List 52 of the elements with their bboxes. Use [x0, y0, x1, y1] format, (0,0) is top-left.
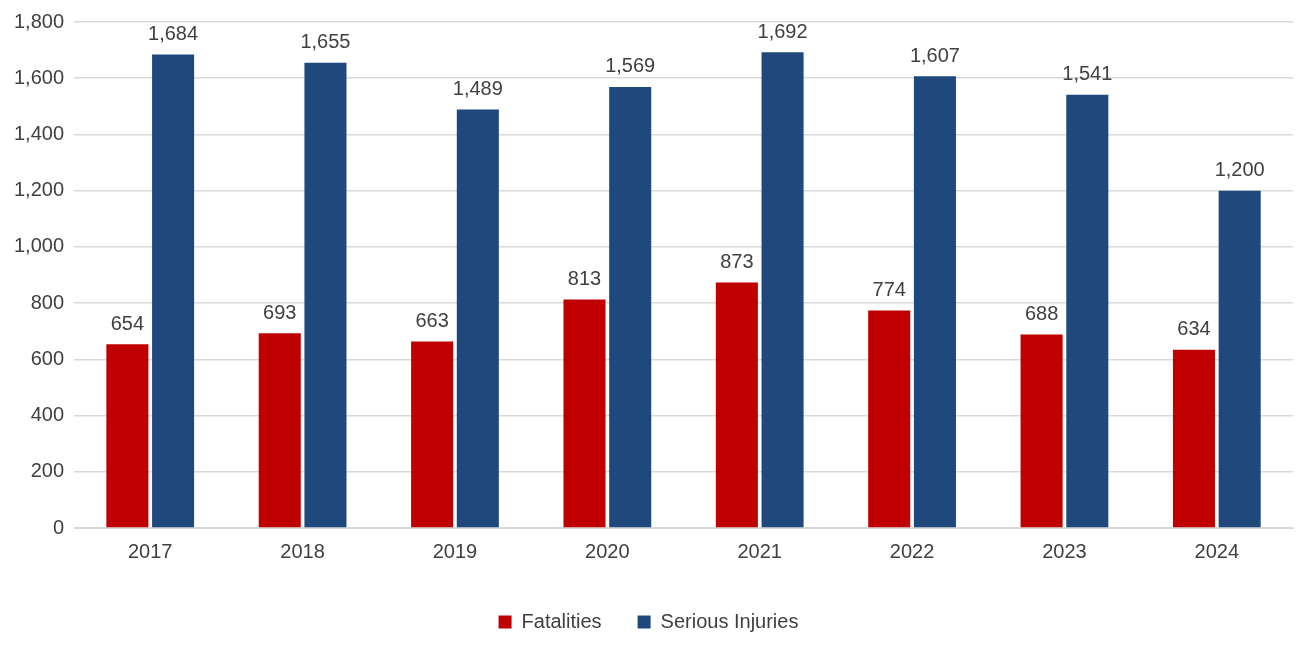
y-tick-label: 400	[30, 403, 65, 426]
data-label: 1,607	[909, 43, 960, 66]
data-label: 1,692	[757, 19, 808, 42]
bar	[563, 299, 606, 528]
bar	[106, 344, 149, 528]
bar	[258, 333, 301, 528]
data-label: 1,655	[300, 30, 351, 53]
y-tick-label: 1,000	[13, 234, 65, 257]
x-tick-label: 2023	[1042, 539, 1087, 562]
data-label: 813	[567, 266, 602, 289]
bar	[456, 109, 499, 528]
bar	[1172, 349, 1215, 528]
data-label: 873	[720, 250, 754, 273]
x-tick-label: 2018	[280, 539, 325, 562]
data-label: 1,200	[1214, 158, 1265, 181]
x-tick-label: 2022	[889, 539, 935, 562]
data-label: 654	[110, 311, 145, 334]
bar	[913, 76, 956, 528]
bar	[1218, 190, 1261, 528]
data-label: 774	[872, 277, 906, 300]
data-label: 1,684	[148, 22, 199, 45]
y-tick-label: 600	[30, 346, 65, 369]
bar	[1020, 334, 1063, 528]
data-label: 693	[263, 300, 297, 323]
legend-label: Fatalities	[521, 609, 602, 632]
bar	[609, 86, 652, 528]
bar	[1066, 94, 1109, 528]
bar	[868, 310, 911, 528]
y-tick-label: 1,800	[13, 9, 65, 32]
y-tick-label: 1,600	[13, 65, 65, 88]
data-label: 688	[1024, 302, 1059, 325]
bar	[411, 341, 454, 528]
x-tick-label: 2017	[127, 539, 173, 562]
data-label: 1,489	[452, 76, 503, 99]
x-tick-label: 2019	[432, 539, 478, 562]
y-tick-label: 200	[30, 459, 65, 482]
data-label: 1,541	[1062, 62, 1113, 85]
bar	[715, 282, 758, 528]
y-tick-label: 0	[52, 515, 65, 538]
data-label: 1,569	[605, 54, 656, 77]
legend-label: Serious Injuries	[660, 609, 799, 632]
x-tick-label: 2021	[737, 539, 782, 562]
y-tick-label: 1,400	[13, 121, 65, 144]
bar	[761, 52, 804, 528]
bar	[152, 54, 195, 528]
data-label: 634	[1177, 317, 1211, 340]
x-tick-label: 2020	[585, 539, 630, 562]
y-tick-label: 800	[30, 290, 65, 313]
x-tick-label: 2024	[1194, 539, 1240, 562]
data-label: 663	[415, 309, 449, 332]
bar	[304, 62, 347, 528]
y-tick-label: 1,200	[13, 178, 65, 201]
